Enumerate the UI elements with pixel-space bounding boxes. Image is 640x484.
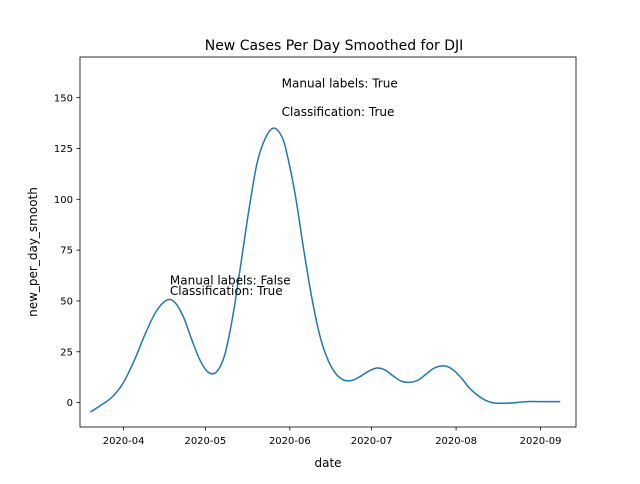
y-tick-label: 50 [60, 297, 73, 308]
y-tick-label: 75 [60, 246, 73, 257]
x-tick-label: 2020-06 [269, 436, 311, 447]
y-axis-label: new_per_day_smooth [26, 187, 40, 317]
y-tick-label: 0 [67, 398, 73, 409]
annotation-label: Manual labels: False [170, 274, 291, 288]
annotation-label: Manual labels: True [282, 76, 398, 90]
annotation-label: Classification: True [282, 105, 395, 119]
annotation-label: Classification: True [170, 284, 283, 298]
y-tick-label: 150 [54, 93, 73, 104]
axes-frame [79, 56, 577, 428]
x-tick-label: 2020-09 [520, 436, 562, 447]
chart-title: New Cases Per Day Smoothed for DJI [205, 38, 464, 54]
y-tick-label: 125 [54, 144, 73, 155]
x-tick-label: 2020-05 [184, 436, 226, 447]
y-tick-label: 25 [60, 347, 73, 358]
x-tick-label: 2020-04 [103, 436, 145, 447]
data-series-line-0 [90, 127, 561, 413]
x-axis-label: date [314, 456, 341, 470]
y-tick-label: 100 [54, 195, 73, 206]
plot-area: 2020-04 2020-05 2020-06 2020-07 2020-08 2020-… [54, 56, 577, 447]
x-tick-label: 2020-07 [351, 436, 393, 447]
x-tick-label: 2020-08 [435, 436, 477, 447]
